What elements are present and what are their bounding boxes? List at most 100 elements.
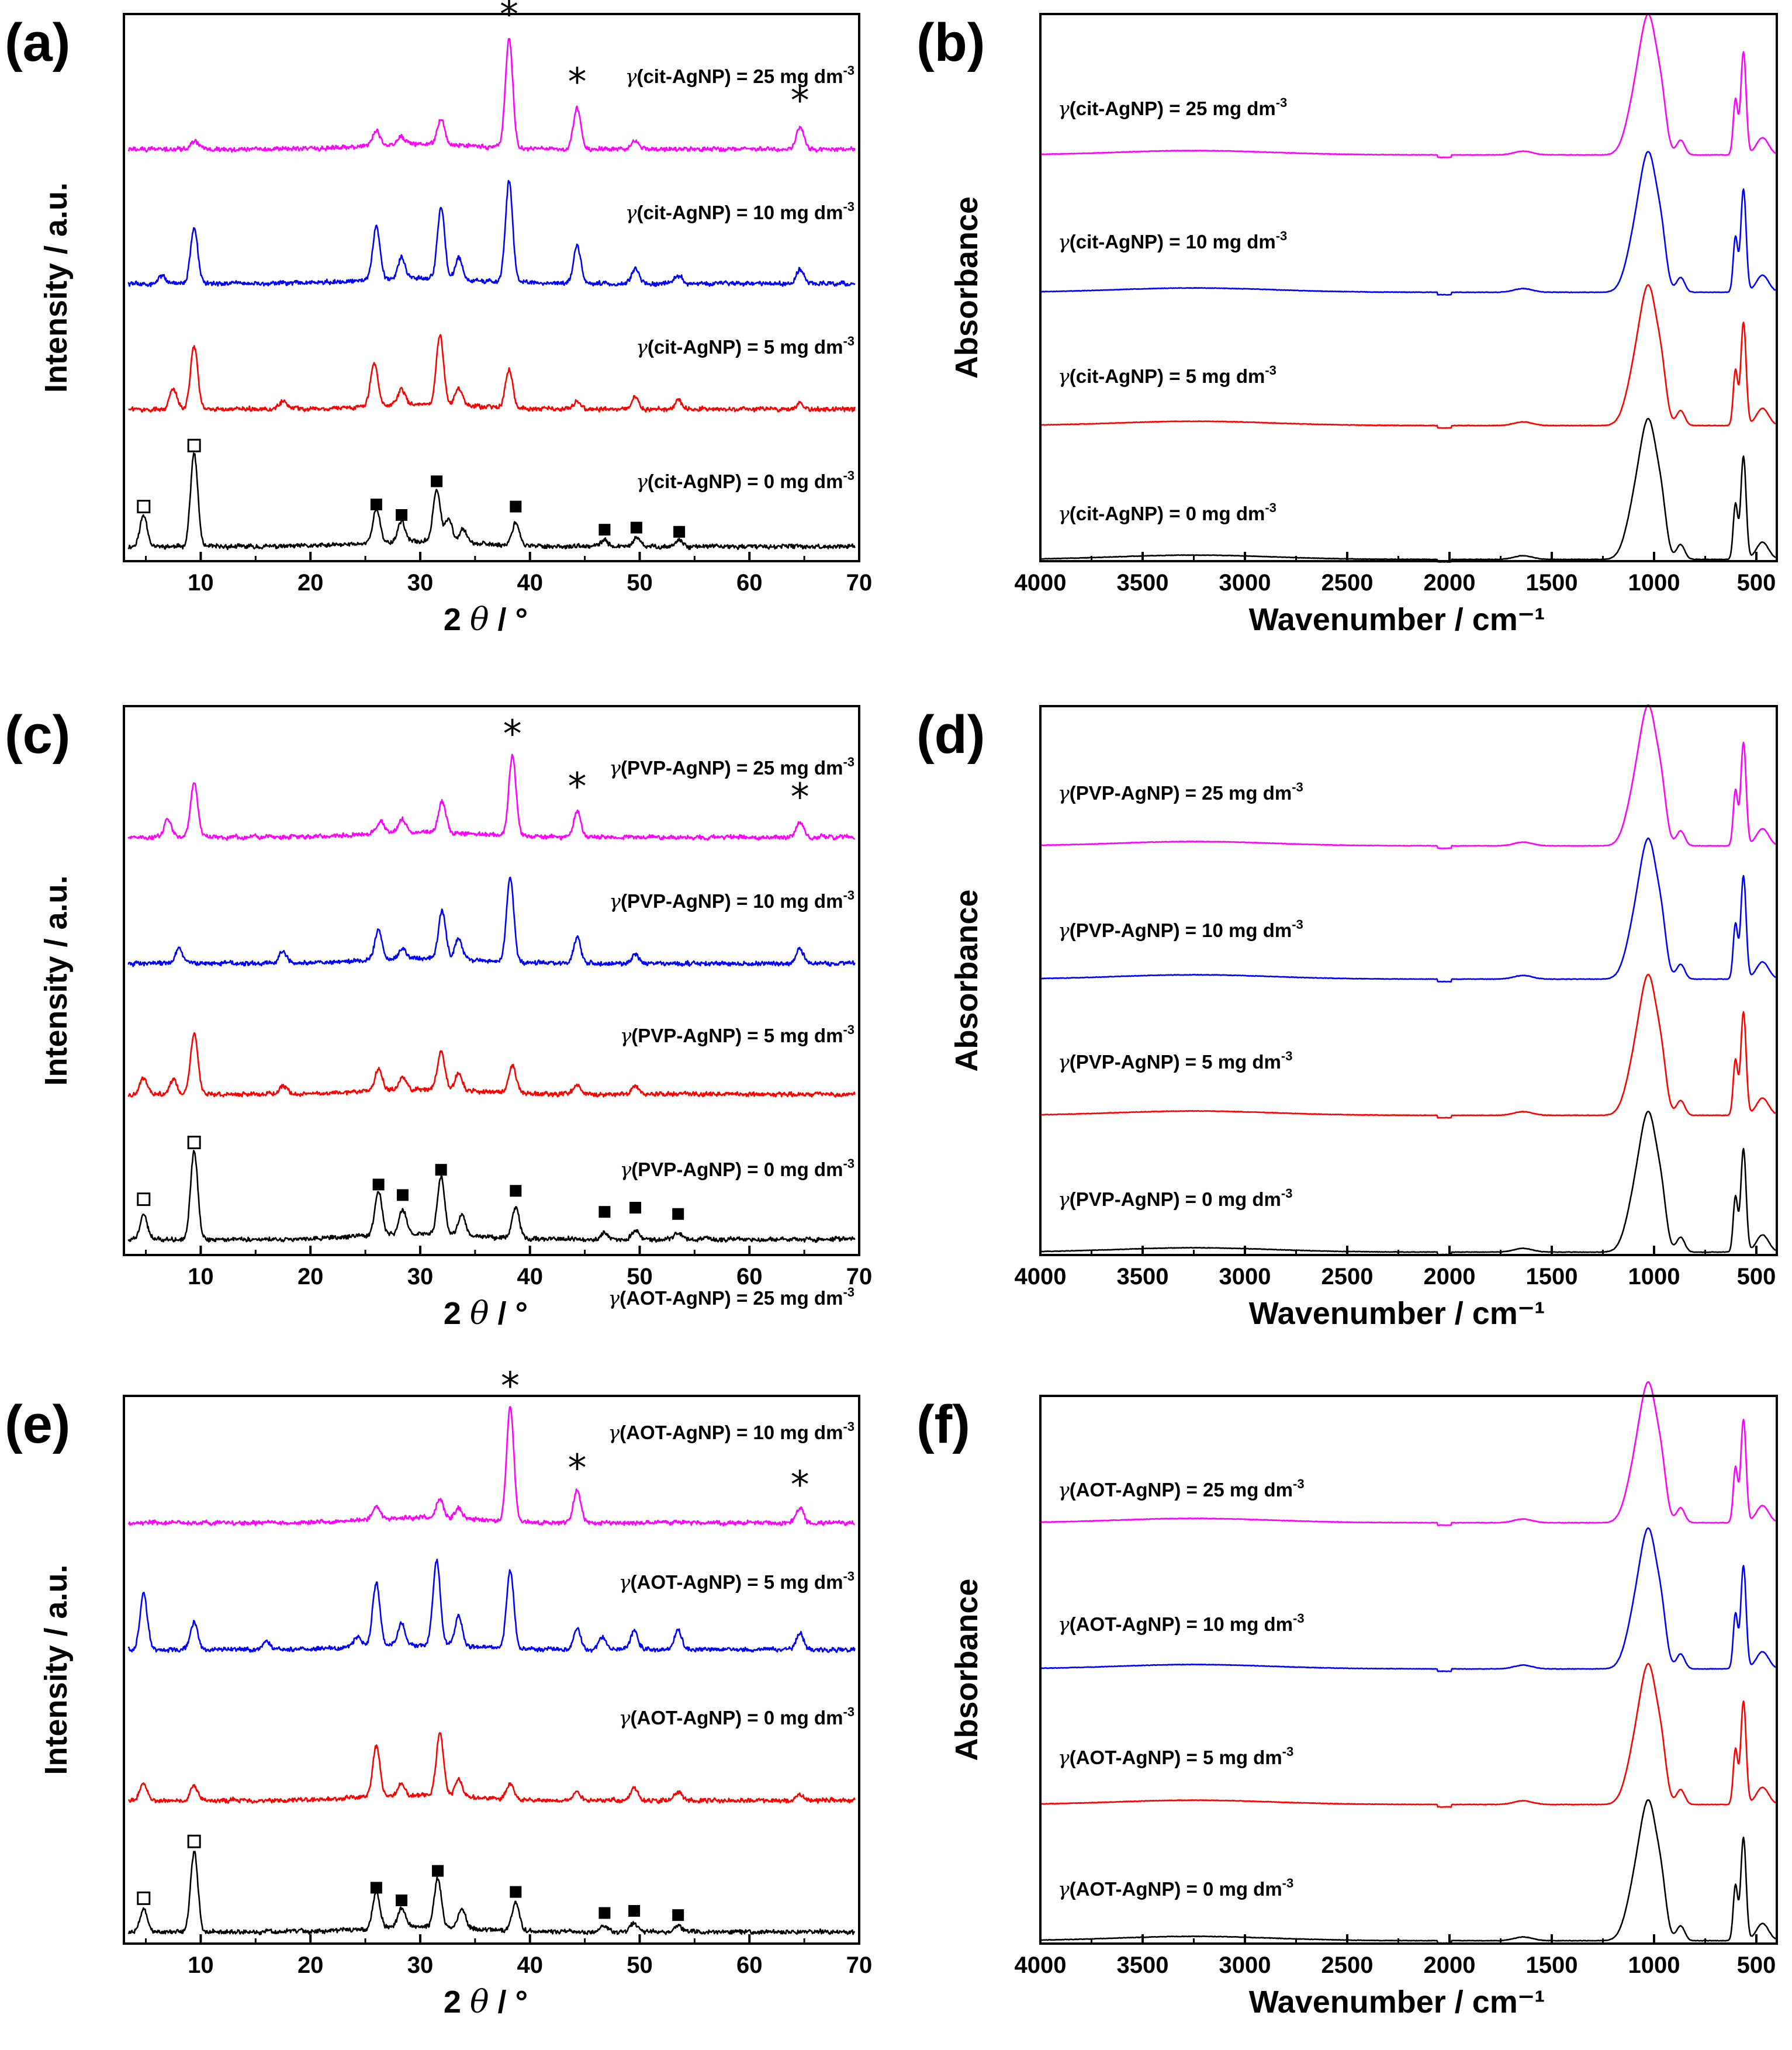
xrd-trace-red xyxy=(128,334,856,413)
x-tick-label: 3000 xyxy=(1219,1264,1271,1290)
x-tick-label: 20 xyxy=(297,570,324,596)
series-label-black: γ(PVP-AgNP) = 0 mg dm-3 xyxy=(1058,1186,1292,1211)
x-tick-label: 10 xyxy=(188,570,214,596)
plot-frame xyxy=(1039,1395,1778,1945)
series-label-black: γ(cit-AgNP) = 0 mg dm-3 xyxy=(1058,500,1276,525)
x-tick-label: 4000 xyxy=(1015,1264,1067,1290)
filled-square-marker xyxy=(599,524,611,536)
series-label-black: γ(cit-AgNP) = 0 mg dm-3 xyxy=(636,468,855,493)
xrd-trace-black xyxy=(127,1851,856,1935)
silver-peak-star-marker: * xyxy=(568,1447,586,1490)
series-label-red: γ(cit-AgNP) = 5 mg dm-3 xyxy=(1058,363,1276,388)
xrd-trace-blue xyxy=(127,876,856,967)
panel-a: γ(cit-AgNP) = 0 mg dm-3 γ(cit-AgNP) = 5 m… xyxy=(5,0,872,638)
x-tick-label: 50 xyxy=(627,570,653,596)
silver-peak-star-marker: * xyxy=(501,1365,520,1408)
x-axis-title: 2 θ / ° xyxy=(444,601,528,638)
x-tick-label: 3500 xyxy=(1117,1264,1169,1290)
x-tick-label: 500 xyxy=(1737,570,1776,596)
y-axis-title: Absorbance xyxy=(949,196,984,379)
x-tick-label: 20 xyxy=(297,1952,324,1978)
ftir-trace-magenta xyxy=(1041,1381,1776,1526)
filled-square-marker xyxy=(396,1189,409,1201)
ftir-trace-magenta xyxy=(1040,704,1776,849)
series-label-blue: γ(AOT-AgNP) = 10 mg dm-3 xyxy=(608,1419,855,1444)
panel-d: γ(PVP-AgNP) = 0 mg dm-3 γ(PVP-AgNP) = 5 m… xyxy=(916,704,1778,1331)
x-tick-label: 3500 xyxy=(1117,1952,1169,1978)
filled-square-marker xyxy=(396,1895,408,1906)
open-square-marker xyxy=(187,1834,201,1848)
filled-square-marker xyxy=(629,1202,641,1214)
filled-square-marker xyxy=(672,1208,684,1220)
x-tick-label: 40 xyxy=(517,1952,543,1978)
x-tick-label: 30 xyxy=(407,1952,434,1978)
x-tick-label: 40 xyxy=(517,570,543,596)
x-tick-label: 60 xyxy=(736,570,763,596)
panel-letter: (c) xyxy=(5,705,70,765)
xrd-trace-blue xyxy=(127,1558,856,1653)
series-label-black: γ(AOT-AgNP) = 0 mg dm-3 xyxy=(619,1705,855,1729)
filled-square-marker xyxy=(510,500,522,513)
x-axis-title: 2 θ / ° xyxy=(444,1983,528,2020)
plot-frame xyxy=(123,705,860,1256)
ftir-trace-black xyxy=(1040,1111,1776,1256)
panel-letter: (b) xyxy=(916,13,985,72)
open-square-marker xyxy=(137,1192,151,1207)
series-label-magenta: γ(cit-AgNP) = 25 mg dm-3 xyxy=(625,63,855,88)
x-tick-label: 2500 xyxy=(1321,1952,1374,1978)
x-tick-label: 50 xyxy=(627,1952,653,1978)
xrd-trace-magenta xyxy=(127,753,856,841)
panel-letter: (d) xyxy=(916,705,985,765)
panel-b: γ(cit-AgNP) = 0 mg dm-3 γ(cit-AgNP) = 5 m… xyxy=(916,13,1778,637)
x-tick-label: 20 xyxy=(297,1264,324,1290)
silver-peak-star-marker: * xyxy=(500,0,518,37)
x-tick-label: 4000 xyxy=(1015,570,1067,596)
ftir-trace-red xyxy=(1040,1662,1776,1808)
open-square-marker xyxy=(187,438,201,452)
y-axis-title: Intensity / a.u. xyxy=(39,1564,74,1775)
x-tick-label: 1000 xyxy=(1628,570,1680,596)
x-tick-label: 3000 xyxy=(1219,570,1271,596)
open-square-marker xyxy=(137,1891,151,1905)
series-label-red: γ(cit-AgNP) = 5 mg dm-3 xyxy=(636,334,855,358)
y-axis-title: Absorbance xyxy=(949,889,984,1071)
x-tick-label: 2000 xyxy=(1424,1264,1476,1290)
series-label-red: γ(AOT-AgNP) = 5 mg dm-3 xyxy=(1058,1744,1293,1769)
series-label-blue: γ(cit-AgNP) = 10 mg dm-3 xyxy=(625,199,855,224)
y-axis-title: Absorbance xyxy=(949,1578,984,1761)
series-label-magenta: γ(PVP-AgNP) = 25 mg dm-3 xyxy=(1058,780,1303,804)
filled-square-marker xyxy=(372,1178,385,1191)
x-tick-label: 1000 xyxy=(1628,1952,1680,1978)
x-axis-title: Wavenumber / cm⁻¹ xyxy=(1249,1985,1545,2020)
filled-square-marker xyxy=(599,1907,611,1919)
xrd-trace-blue xyxy=(127,179,856,288)
x-tick-label: 3500 xyxy=(1117,570,1169,596)
series-label-black: γ(PVP-AgNP) = 0 mg dm-3 xyxy=(620,1156,855,1181)
x-tick-label: 1500 xyxy=(1526,1264,1578,1290)
x-axis-title: Wavenumber / cm⁻¹ xyxy=(1249,1296,1545,1331)
ftir-trace-blue xyxy=(1041,151,1776,296)
filled-square-marker xyxy=(370,499,382,510)
x-tick-label: 30 xyxy=(407,1264,434,1290)
filled-square-marker xyxy=(672,1909,684,1921)
x-tick-label: 500 xyxy=(1737,1264,1776,1290)
series-label-magenta: γ(AOT-AgNP) = 25 mg dm-3 xyxy=(1058,1477,1305,1501)
filled-square-marker xyxy=(628,1905,641,1917)
plot-frame xyxy=(123,13,860,562)
series-label-blue: γ(AOT-AgNP) = 10 mg dm-3 xyxy=(1058,1611,1305,1636)
xrd-trace-magenta xyxy=(127,1406,856,1527)
panel-letter: (a) xyxy=(5,13,70,72)
open-square-marker xyxy=(187,1135,201,1149)
filled-square-marker xyxy=(630,521,642,534)
xrd-trace-magenta xyxy=(127,37,856,153)
xrd-trace-red xyxy=(128,1732,856,1804)
y-axis-title: Intensity / a.u. xyxy=(39,182,74,393)
ftir-trace-blue xyxy=(1040,1527,1776,1672)
x-tick-label: 70 xyxy=(846,570,873,596)
series-label-blue: γ(PVP-AgNP) = 10 mg dm-3 xyxy=(609,888,855,912)
x-tick-label: 1500 xyxy=(1526,570,1578,596)
filled-square-marker xyxy=(435,1164,447,1176)
series-label-blue: γ(PVP-AgNP) = 10 mg dm-3 xyxy=(1058,917,1303,942)
panel-letter: (f) xyxy=(916,1395,970,1454)
